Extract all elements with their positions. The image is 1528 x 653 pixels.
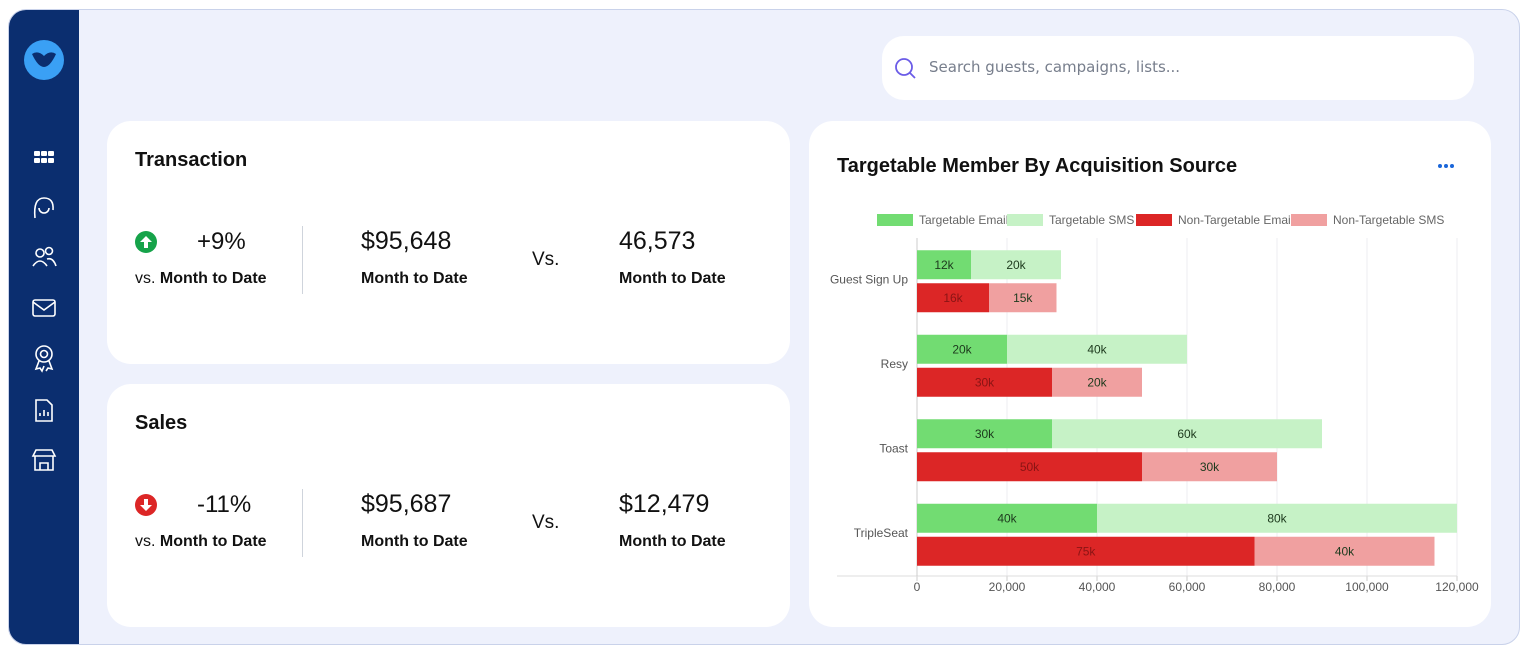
more-menu[interactable] bbox=[1437, 161, 1457, 171]
bar-value-label: 16k bbox=[943, 291, 963, 305]
search-placeholder: Search guests, campaigns, lists... bbox=[929, 58, 1181, 76]
legend-label: Non-Targetable SMS bbox=[1333, 213, 1444, 227]
y-tick-label: Guest Sign Up bbox=[830, 272, 908, 286]
bar bbox=[1052, 419, 1322, 449]
search-icon bbox=[895, 58, 916, 79]
logo[interactable] bbox=[24, 40, 64, 80]
y-tick-label: Resy bbox=[881, 357, 908, 371]
bar-value-label: 12k bbox=[934, 258, 954, 272]
bar bbox=[917, 334, 1007, 364]
trend-icon bbox=[135, 494, 157, 516]
nav-loyalty[interactable] bbox=[34, 345, 54, 373]
nav-store[interactable] bbox=[31, 449, 57, 471]
bar bbox=[1254, 536, 1435, 566]
current-caption: Month to Date bbox=[361, 533, 468, 550]
vs-label: Vs. bbox=[532, 512, 560, 533]
previous-value: 46,573 bbox=[619, 227, 696, 255]
bar bbox=[917, 503, 1097, 533]
bar bbox=[989, 283, 1057, 313]
nav-reports[interactable] bbox=[35, 399, 53, 422]
change-caption: vs. Month to Date bbox=[135, 533, 267, 551]
bar-value-label: 75k bbox=[1076, 544, 1096, 558]
legend-swatch bbox=[1291, 214, 1327, 226]
chart-title: Targetable Member By Acquisition Source bbox=[837, 155, 1238, 177]
nav-dashboard[interactable] bbox=[34, 151, 54, 163]
bar bbox=[1142, 452, 1277, 482]
previous-caption: Month to Date bbox=[619, 270, 726, 287]
trend-icon bbox=[135, 231, 157, 253]
divider bbox=[302, 489, 303, 557]
bar bbox=[917, 419, 1052, 449]
bar-value-label: 20k bbox=[1006, 258, 1026, 272]
bar-value-label: 20k bbox=[1087, 375, 1107, 389]
change-value: +9% bbox=[197, 228, 246, 255]
bar-value-label: 80k bbox=[1267, 511, 1287, 525]
trend-shape bbox=[140, 499, 152, 511]
x-tick-label: 0 bbox=[914, 580, 921, 594]
y-tick-label: Toast bbox=[879, 441, 908, 455]
bar bbox=[917, 536, 1255, 566]
legend-label: Non-Targetable Email bbox=[1178, 213, 1293, 227]
nav-campaigns[interactable] bbox=[33, 197, 54, 219]
y-tick-label: TripleSeat bbox=[854, 526, 909, 540]
bar bbox=[917, 452, 1142, 482]
bar bbox=[917, 283, 989, 313]
bar-value-label: 30k bbox=[975, 375, 995, 389]
caption-text: Month to Date bbox=[159, 270, 267, 287]
caption-prefix: vs. bbox=[135, 533, 156, 550]
legend-swatch bbox=[877, 214, 913, 226]
bar-value-label: 40k bbox=[1087, 342, 1107, 356]
bar bbox=[917, 250, 971, 280]
x-tick-label: 120,000 bbox=[1435, 580, 1479, 594]
divider bbox=[302, 226, 303, 294]
previous-value: $12,479 bbox=[619, 490, 710, 518]
caption-prefix: vs. bbox=[135, 270, 156, 287]
card-title: Sales bbox=[135, 412, 188, 434]
x-tick-label: 20,000 bbox=[989, 580, 1026, 594]
app-frame: Search guests, campaigns, lists... Trans… bbox=[8, 9, 1520, 645]
bar-value-label: 30k bbox=[975, 427, 995, 441]
bar bbox=[917, 367, 1052, 397]
caption-text: Month to Date bbox=[159, 533, 267, 550]
change-value: -11% bbox=[197, 491, 252, 518]
bar-value-label: 40k bbox=[997, 511, 1017, 525]
x-tick-label: 100,000 bbox=[1345, 580, 1389, 594]
current-value: $95,687 bbox=[361, 490, 452, 518]
legend-swatch bbox=[1007, 214, 1043, 226]
legend-label: Targetable Email bbox=[919, 213, 1008, 227]
bar-value-label: 50k bbox=[1020, 460, 1040, 474]
transaction-card: Transaction +9% vs. Month to Date $95,64… bbox=[107, 121, 790, 364]
bar-value-label: 40k bbox=[1335, 544, 1355, 558]
x-tick-label: 80,000 bbox=[1259, 580, 1296, 594]
sidebar bbox=[9, 10, 79, 644]
bar-value-label: 20k bbox=[952, 342, 972, 356]
search-box[interactable]: Search guests, campaigns, lists... bbox=[882, 36, 1474, 100]
current-value: $95,648 bbox=[361, 227, 452, 255]
legend-label: Targetable SMS bbox=[1049, 213, 1134, 227]
legend-swatch bbox=[1136, 214, 1172, 226]
bar-value-label: 30k bbox=[1200, 460, 1220, 474]
previous-caption: Month to Date bbox=[619, 533, 726, 550]
bar-value-label: 60k bbox=[1177, 427, 1197, 441]
trend-shape bbox=[140, 236, 152, 248]
sales-card: Sales -11% vs. Month to Date $95,687 Mon… bbox=[107, 384, 790, 627]
nav-guests[interactable] bbox=[32, 246, 57, 267]
bar bbox=[971, 250, 1061, 280]
card-title: Transaction bbox=[135, 149, 248, 171]
vs-label: Vs. bbox=[532, 249, 560, 270]
chart: Targetable Email Targetable SMS Non-Target… bbox=[830, 213, 1479, 594]
bar bbox=[1097, 503, 1457, 533]
current-caption: Month to Date bbox=[361, 270, 468, 287]
bar bbox=[1052, 367, 1142, 397]
change-caption: vs. Month to Date bbox=[135, 270, 267, 288]
bar-value-label: 15k bbox=[1013, 291, 1033, 305]
sidebar-icons bbox=[24, 40, 64, 471]
bar bbox=[1007, 334, 1187, 364]
x-tick-label: 40,000 bbox=[1079, 580, 1116, 594]
nav-email[interactable] bbox=[32, 299, 56, 317]
chart-card: Targetable Member By Acquisition Source … bbox=[809, 121, 1491, 627]
x-tick-label: 60,000 bbox=[1169, 580, 1206, 594]
